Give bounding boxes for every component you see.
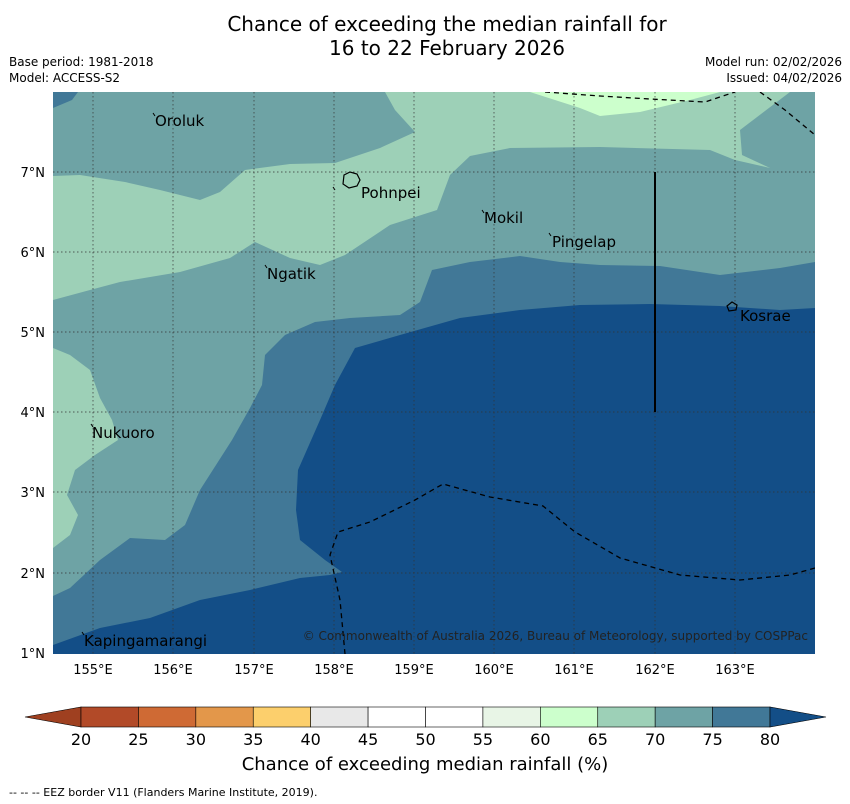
- colorbar-tick-35: 35: [243, 730, 263, 749]
- colorbar-cell-70-75: [654, 706, 713, 728]
- band-65-70-north: [53, 92, 815, 300]
- colorbar-tick-55: 55: [473, 730, 493, 749]
- x-tick-159: 159°E: [394, 663, 434, 678]
- pohnpei-island-outline: [342, 171, 361, 189]
- title-line-2: 16 to 22 February 2026: [329, 36, 565, 60]
- x-tick-157: 157°E: [234, 663, 274, 678]
- colorbar-cell-35-40: [252, 706, 311, 728]
- colorbar-tick-25: 25: [128, 730, 148, 749]
- meta-left: Base period: 1981-2018 Model: ACCESS-S2: [9, 54, 154, 86]
- title-line-1: Chance of exceeding the median rainfall …: [227, 12, 667, 36]
- colorbar-tick-60: 60: [530, 730, 550, 749]
- x-tick-162: 162°E: [635, 663, 675, 678]
- colorbar-tick-65: 65: [588, 730, 608, 749]
- place-label-pingelap: Pingelap: [552, 233, 616, 251]
- issued-date: Issued: 04/02/2026: [726, 71, 842, 85]
- x-tick-163: 163°E: [715, 663, 755, 678]
- colorbar-cell-30-35: [195, 706, 254, 728]
- place-label-ngatik: Ngatik: [267, 265, 316, 283]
- nukuoro-marker: [90, 423, 94, 428]
- y-axis-ticks: 7°N 6°N 5°N 4°N 3°N 2°N 1°N: [21, 166, 46, 662]
- y-tick-1n: 1°N: [21, 647, 46, 662]
- kapingamarangi-marker: [81, 631, 85, 636]
- x-tick-158: 158°E: [314, 663, 354, 678]
- band-70-75-northeast: [740, 92, 815, 168]
- model-run: Model run: 02/02/2026: [704, 55, 842, 69]
- model-name: Model: ACCESS-S2: [9, 71, 121, 85]
- y-tick-7n: 7°N: [21, 166, 46, 181]
- colorbar-cell-65-70: [597, 706, 656, 728]
- x-tick-156: 156°E: [153, 663, 193, 678]
- colorbar-tick-70: 70: [645, 730, 665, 749]
- x-tick-160: 160°E: [474, 663, 514, 678]
- oroluk-marker: [152, 112, 156, 117]
- colorbar-cell-50-55: [425, 706, 484, 728]
- place-label-kapingamarangi: Kapingamarangi: [84, 632, 207, 650]
- y-tick-6n: 6°N: [21, 246, 46, 261]
- colorbar-tick-50: 50: [415, 730, 435, 749]
- place-label-kosrae: Kosrae: [740, 307, 791, 325]
- colorbar-tick-40: 40: [300, 730, 320, 749]
- map-panel: Oroluk Pohnpei Mokil Pingelap Ngatik Kos…: [53, 92, 815, 654]
- colorbar-cell-55-60: [482, 706, 541, 728]
- base-period: Base period: 1981-2018: [9, 55, 154, 69]
- colorbar-cell-20-25: [80, 706, 139, 728]
- colorbar-cell-40-45: [310, 706, 369, 728]
- colorbar-tick-20: 20: [71, 730, 91, 749]
- place-label-oroluk: Oroluk: [155, 112, 204, 130]
- colorbar-tick-45: 45: [358, 730, 378, 749]
- colorbar-over-arrow: [769, 706, 827, 728]
- meta-right: Model run: 02/02/2026 Issued: 04/02/2026: [705, 54, 842, 86]
- x-axis-ticks: 155°E 156°E 157°E 158°E 159°E 160°E 161°…: [73, 663, 755, 678]
- band-over-80: [53, 304, 815, 654]
- ngatik-marker: [264, 264, 268, 269]
- place-label-nukuoro: Nukuoro: [92, 424, 155, 442]
- place-label-pohnpei: Pohnpei: [361, 184, 421, 202]
- band-60-65: [530, 92, 720, 116]
- chart-title: Chance of exceeding the median rainfall …: [0, 12, 850, 60]
- graticule: [53, 92, 815, 654]
- colorbar-cell-45-50: [367, 706, 426, 728]
- pingelap-marker: [548, 232, 552, 237]
- copyright-credit: © Commonwealth of Australia 2026, Bureau…: [303, 629, 808, 643]
- eez-footnote: -- -- -- EEZ border V11 (Flanders Marine…: [9, 786, 318, 799]
- y-tick-4n: 4°N: [21, 406, 46, 421]
- band-65-70-west: [53, 348, 118, 548]
- colorbar-title: Chance of exceeding median rainfall (%): [241, 754, 609, 775]
- pohnpei-islet: [332, 186, 336, 191]
- eez-borders: [329, 92, 815, 654]
- colorbar-tick-80: 80: [760, 730, 780, 749]
- colorbar: 20 25 30 35 40 45 50 55 60 65 70 75 80: [24, 706, 827, 749]
- x-tick-161: 161°E: [554, 663, 594, 678]
- x-tick-155: 155°E: [73, 663, 113, 678]
- y-tick-2n: 2°N: [21, 567, 46, 582]
- kosrae-island-outline: [726, 301, 738, 312]
- colorbar-cell-60-65: [540, 706, 599, 728]
- mokil-marker: [481, 209, 485, 214]
- colorbar-cell-75-80: [712, 706, 771, 728]
- colorbar-tick-30: 30: [186, 730, 206, 749]
- y-tick-3n: 3°N: [21, 486, 46, 501]
- band-75-80-northwest: [53, 92, 78, 108]
- colorbar-cell-25-30: [138, 706, 197, 728]
- place-label-mokil: Mokil: [484, 209, 523, 227]
- y-tick-5n: 5°N: [21, 326, 46, 341]
- colorbar-tick-75: 75: [702, 730, 722, 749]
- colorbar-under-arrow: [24, 706, 82, 728]
